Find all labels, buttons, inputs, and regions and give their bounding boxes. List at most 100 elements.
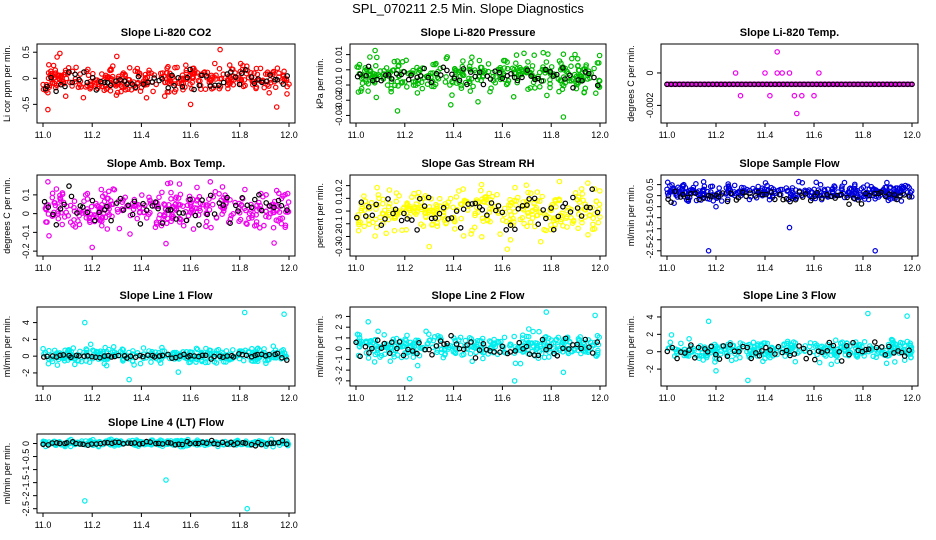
data-point	[469, 358, 476, 365]
data-point-lowflow	[181, 351, 187, 358]
data-point-lowflow	[235, 208, 241, 214]
data-point	[723, 185, 730, 191]
x-tick-label: 12.0	[591, 130, 609, 140]
data-point	[365, 355, 372, 361]
data-point	[193, 345, 200, 352]
data-point	[235, 205, 242, 212]
data-point	[728, 357, 735, 364]
data-point	[407, 207, 413, 214]
data-point	[536, 69, 543, 76]
data-point	[246, 215, 252, 222]
x-tick-label: 11.4	[133, 393, 150, 403]
data-point	[391, 58, 398, 65]
data-point	[383, 230, 390, 237]
x-tick-label: 11.2	[84, 130, 101, 140]
data-point	[57, 50, 63, 57]
data-point	[854, 194, 860, 201]
data-point	[852, 188, 859, 195]
data-point	[575, 335, 582, 342]
data-point-lowflow	[409, 348, 416, 354]
y-tick-label: -0.1	[334, 216, 344, 232]
data-point	[135, 202, 142, 208]
data-point	[282, 224, 289, 231]
data-point	[466, 66, 473, 73]
x-tick-label: 11.4	[757, 393, 774, 403]
data-point-lowflow	[437, 338, 444, 344]
y-tick-label: 2	[21, 337, 31, 342]
plot-frame	[349, 306, 607, 387]
data-points	[41, 179, 292, 251]
data-point-lowflow	[41, 198, 48, 205]
data-point	[686, 335, 692, 342]
data-point	[870, 353, 877, 360]
data-point-lowflow	[512, 226, 518, 233]
data-point	[286, 81, 292, 88]
y-tick-label: -0.02	[334, 90, 344, 111]
data-point	[358, 207, 365, 214]
data-point-lowflow	[460, 346, 467, 353]
data-point	[126, 65, 133, 71]
data-point-lowflow	[863, 346, 869, 353]
data-point-lowflow	[456, 77, 463, 84]
data-point	[575, 225, 581, 232]
data-point	[99, 193, 106, 200]
data-point-lowflow	[491, 349, 498, 355]
data-point-lowflow	[140, 81, 147, 88]
data-point-lowflow	[441, 341, 447, 348]
y-tick-label: -0.002	[645, 93, 655, 119]
data-point	[572, 51, 578, 58]
data-point	[430, 70, 436, 76]
data-point	[539, 66, 546, 73]
data-point-lowflow	[44, 353, 50, 360]
data-point	[242, 82, 248, 89]
data-point	[63, 209, 69, 216]
data-point-lowflow	[230, 354, 237, 360]
data-point	[55, 215, 62, 222]
data-point	[88, 203, 95, 210]
data-point-lowflow	[382, 216, 388, 222]
data-point-lowflow	[365, 63, 372, 70]
data-point	[451, 226, 458, 232]
outlier-point	[241, 309, 248, 316]
data-point	[511, 197, 518, 204]
data-point	[579, 191, 586, 197]
data-point-lowflow	[886, 191, 893, 197]
data-point	[253, 212, 260, 218]
data-point-lowflow	[708, 193, 714, 200]
data-point-lowflow	[268, 440, 274, 447]
data-point-lowflow	[686, 347, 692, 353]
outlier-point	[365, 318, 372, 325]
data-point-lowflow	[425, 74, 432, 81]
data-point	[583, 62, 590, 68]
y-tick-label: 0	[21, 354, 31, 359]
data-point	[275, 218, 282, 224]
data-point	[372, 216, 379, 223]
data-point-lowflow	[507, 222, 514, 229]
data-point	[525, 326, 532, 332]
outlier-point	[45, 106, 51, 113]
data-point-lowflow	[830, 342, 837, 349]
data-point	[461, 197, 468, 204]
data-point	[395, 63, 402, 69]
data-point-lowflow	[385, 72, 392, 78]
data-point	[87, 341, 94, 348]
data-point	[93, 212, 99, 219]
data-point-lowflow	[807, 197, 814, 204]
data-point-lowflow	[906, 347, 912, 354]
data-point	[372, 337, 379, 344]
data-point	[359, 80, 366, 87]
data-point	[206, 207, 213, 213]
data-point	[736, 188, 743, 195]
data-point	[43, 219, 49, 225]
data-point-lowflow	[143, 207, 150, 214]
plot-frame	[36, 43, 296, 124]
data-point	[263, 192, 269, 198]
data-point	[540, 49, 547, 56]
data-point-lowflow	[366, 350, 372, 356]
data-point	[671, 200, 677, 207]
data-point	[667, 339, 674, 346]
x-tick-label: 11.4	[133, 263, 150, 273]
data-point	[177, 191, 184, 198]
data-point	[380, 210, 387, 217]
data-point-lowflow	[838, 358, 845, 364]
